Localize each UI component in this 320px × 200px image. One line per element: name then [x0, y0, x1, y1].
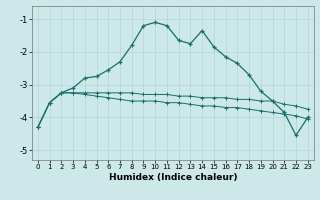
X-axis label: Humidex (Indice chaleur): Humidex (Indice chaleur)	[108, 173, 237, 182]
